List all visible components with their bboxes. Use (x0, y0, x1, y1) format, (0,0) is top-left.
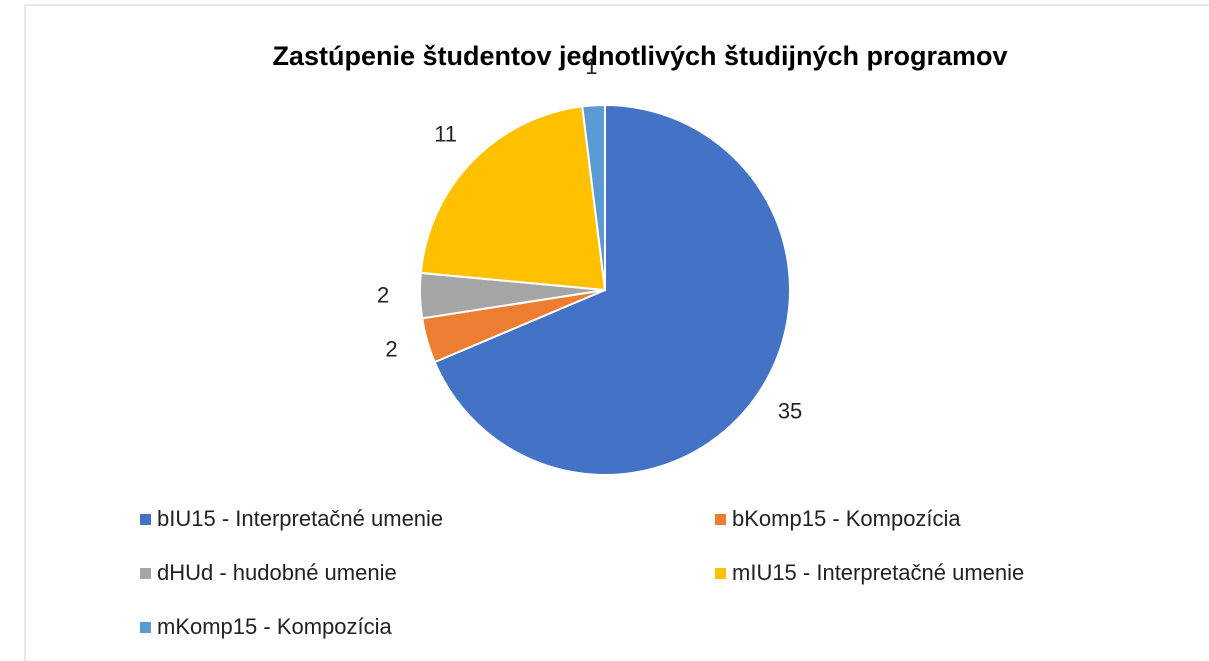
data-label: 11 (434, 121, 457, 146)
legend-marker (140, 622, 151, 633)
legend-marker (140, 514, 151, 525)
data-label: 1 (585, 54, 597, 79)
data-label: 2 (377, 283, 389, 308)
pie-slice (433, 103, 791, 476)
pie-slice (419, 105, 607, 292)
legend-marker (715, 514, 726, 525)
pie-slice (581, 103, 606, 291)
legend-label: bKomp15 - Kompozícia (732, 506, 961, 531)
legend-label: bIU15 - Interpretačné umenie (157, 506, 443, 531)
data-label: 2 (385, 337, 397, 362)
legend-label: mIU15 - Interpretačné umenie (732, 560, 1024, 585)
chart-title: Zastúpenie študentov jednotlivých študij… (272, 41, 1007, 71)
legend-marker (140, 568, 151, 579)
data-label: 35 (778, 398, 802, 423)
legend-marker (715, 568, 726, 579)
legend-label: mKomp15 - Kompozícia (157, 614, 393, 639)
legend-label: dHUd - hudobné umenie (157, 560, 397, 585)
